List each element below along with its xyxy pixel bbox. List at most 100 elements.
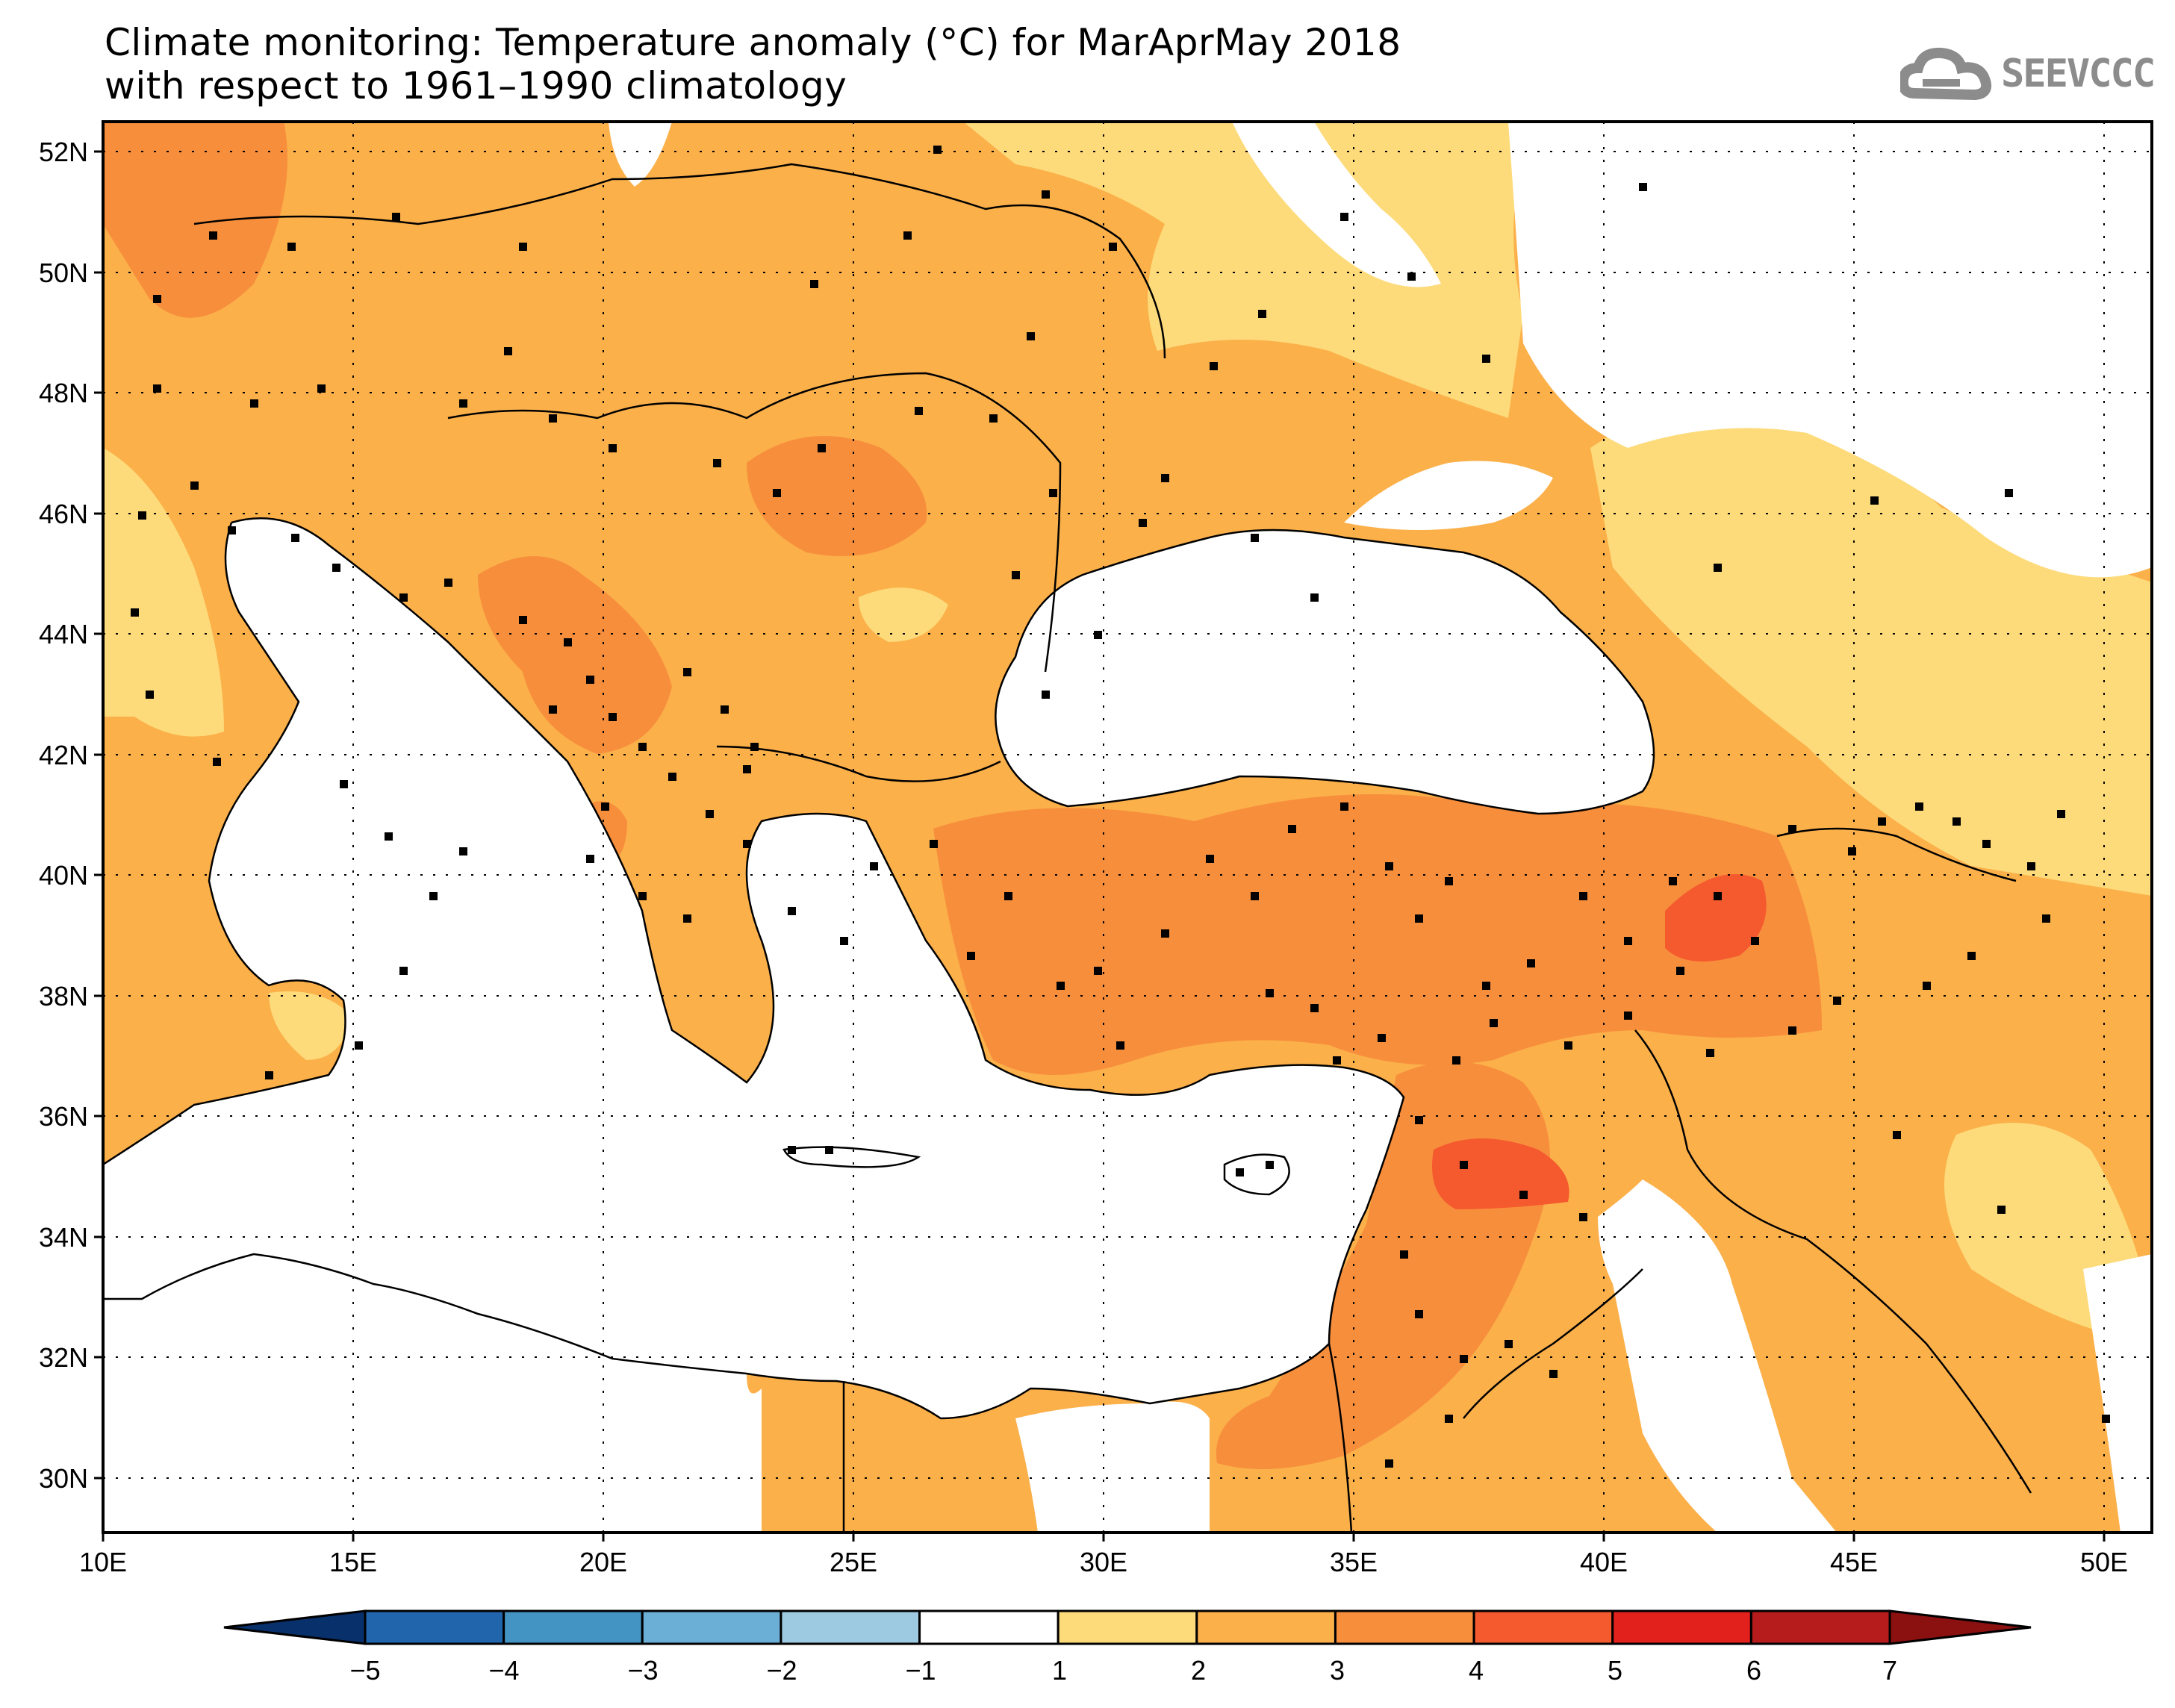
station-marker (586, 855, 594, 863)
white-area-iran (2083, 1254, 2152, 1533)
station-marker (818, 444, 826, 452)
station-marker (1288, 825, 1296, 833)
station-marker (2102, 1415, 2110, 1423)
colorbar (223, 1609, 2032, 1645)
station-marker (228, 526, 236, 534)
station-marker (1751, 937, 1759, 945)
station-marker (146, 691, 154, 699)
border-bulgaria (716, 745, 1001, 782)
station-marker (519, 616, 527, 624)
station-marker (265, 1071, 273, 1079)
station-marker (1378, 1034, 1386, 1042)
station-marker (1251, 892, 1259, 900)
station-marker (930, 840, 938, 848)
colorbar-swatch (1611, 1609, 1752, 1645)
station-marker (903, 231, 912, 240)
lon-label: 20E (579, 1547, 627, 1577)
lon-label: 35E (1330, 1547, 1378, 1577)
lon-label: 30E (1080, 1547, 1127, 1577)
colorbar-tick-label: 7 (1882, 1655, 1897, 1686)
station-marker (1893, 1131, 1901, 1139)
station-marker (788, 907, 796, 915)
colorbar-swatch (1057, 1609, 1198, 1645)
station-marker (840, 937, 848, 945)
station-marker (1915, 802, 1923, 811)
station-marker (2042, 914, 2050, 923)
station-marker (1706, 1049, 1714, 1057)
station-marker (1505, 1340, 1513, 1348)
anomaly-1-2-caucasus (1590, 408, 2152, 896)
lat-label: 38N (39, 981, 88, 1012)
station-marker (1266, 1161, 1274, 1169)
white-area-egypt (1015, 1401, 1210, 1533)
white-area-libya (103, 1254, 762, 1533)
anomaly-3-4-germany (103, 122, 287, 318)
station-marker (2027, 862, 2035, 870)
anomaly-4-5-east-turkey (1665, 874, 1767, 961)
station-marker (609, 444, 617, 452)
station-marker (213, 758, 221, 766)
station-marker (1714, 892, 1722, 900)
station-marker (1870, 496, 1879, 505)
lat-label: 50N (39, 258, 88, 288)
station-marker (549, 705, 557, 714)
station-marker (773, 489, 781, 497)
station-marker (1579, 892, 1587, 900)
station-marker (713, 459, 721, 467)
station-marker (586, 676, 594, 684)
colorbar-swatch (1334, 1609, 1475, 1645)
colorbar-tick-label: −3 (627, 1655, 658, 1686)
station-marker (138, 511, 146, 520)
station-marker (706, 810, 714, 818)
station-marker (1109, 243, 1117, 251)
lat-label: 48N (39, 378, 88, 408)
lon-label: 25E (830, 1547, 877, 1577)
lat-label: 42N (39, 740, 88, 770)
border-iraq (1634, 1029, 2032, 1494)
station-marker (399, 967, 408, 975)
station-marker (392, 213, 400, 221)
station-marker (1310, 1004, 1319, 1012)
station-marker (1161, 474, 1169, 482)
station-marker (1564, 1041, 1572, 1050)
station-marker (564, 638, 572, 646)
station-marker (1445, 1415, 1453, 1423)
colorbar-swatch (641, 1609, 782, 1645)
station-marker (788, 1146, 796, 1154)
colorbar-tick-label: 1 (1052, 1655, 1067, 1686)
station-marker (1997, 1206, 2006, 1214)
station-marker (291, 534, 299, 542)
white-area-north (1180, 122, 1441, 287)
coastlines (103, 163, 2032, 1533)
border-egypt-israel (1328, 1343, 1353, 1533)
station-marker (2162, 1452, 2170, 1460)
station-marker (683, 668, 691, 676)
title-line-1: Climate monitoring: Temperature anomaly … (105, 21, 1401, 64)
station-marker (1385, 862, 1393, 870)
colorbar-tick-label: 4 (1469, 1655, 1484, 1686)
lat-label: 46N (39, 499, 88, 529)
title-line-2: with respect to 1961–1990 climatology (105, 64, 847, 107)
lat-labels: 52N 50N 48N 46N 44N 42N 40N 38N 36N 34N … (39, 137, 88, 1494)
station-marker (1116, 1041, 1124, 1050)
station-marker (1527, 959, 1535, 967)
colorbar-tick-label: −2 (766, 1655, 797, 1686)
station-marker (1139, 519, 1147, 527)
colorbar-swatch (502, 1609, 644, 1645)
station-marker (1982, 840, 1991, 848)
colorbar-swatch (780, 1609, 921, 1645)
station-marker (1788, 1026, 1796, 1035)
station-marker (1519, 1191, 1528, 1199)
station-marker (209, 231, 217, 240)
station-marker (1833, 997, 1841, 1005)
station-marker (1027, 332, 1035, 340)
colorbar-swatch (918, 1609, 1060, 1645)
lat-label: 52N (39, 137, 88, 167)
station-marker (429, 892, 438, 900)
station-marker (1445, 877, 1453, 885)
station-marker (1460, 1355, 1468, 1363)
station-marker (190, 481, 199, 490)
station-marker (825, 1146, 833, 1154)
station-marker (1415, 1116, 1423, 1124)
colorbar-swatches (364, 1609, 1891, 1645)
